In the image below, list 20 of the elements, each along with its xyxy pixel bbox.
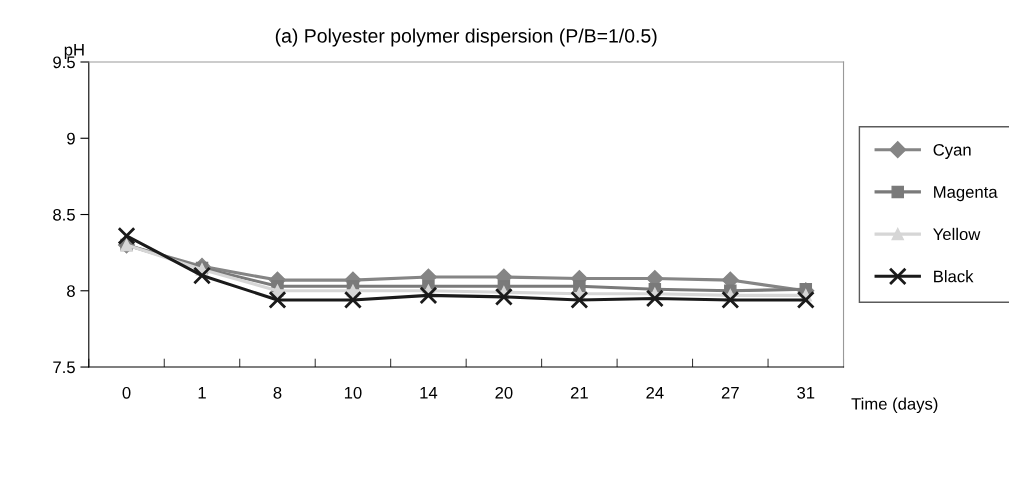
y-tick-label: 8.5: [53, 208, 75, 221]
legend-label: Cyan: [933, 143, 971, 159]
y-tick-label: 8: [67, 285, 75, 297]
x-tick-label: 21: [570, 386, 588, 399]
legend-label: Magenta: [934, 186, 998, 202]
chart-title: (a) Polyester polymer dispersion (P/B=1/0.5): [275, 28, 657, 47]
x-tick-label: 8: [273, 386, 282, 399]
y-tick-label: 9: [67, 132, 75, 145]
y-tick-label: 7.5: [53, 361, 75, 374]
x-tick-label: 24: [646, 386, 664, 399]
x-tick-label: 0: [122, 386, 131, 399]
x-tick-label: 27: [721, 386, 739, 399]
x-tick-label: 20: [495, 386, 513, 399]
legend-label: Black: [934, 270, 974, 283]
x-axis-title: Time (days): [851, 397, 938, 414]
x-tick-label: 31: [797, 386, 815, 399]
x-tick-label: 1: [198, 387, 206, 399]
legend-label: Yellow: [933, 227, 981, 241]
x-tick-label: 10: [344, 386, 362, 399]
x-tick-label: 14: [420, 387, 438, 399]
